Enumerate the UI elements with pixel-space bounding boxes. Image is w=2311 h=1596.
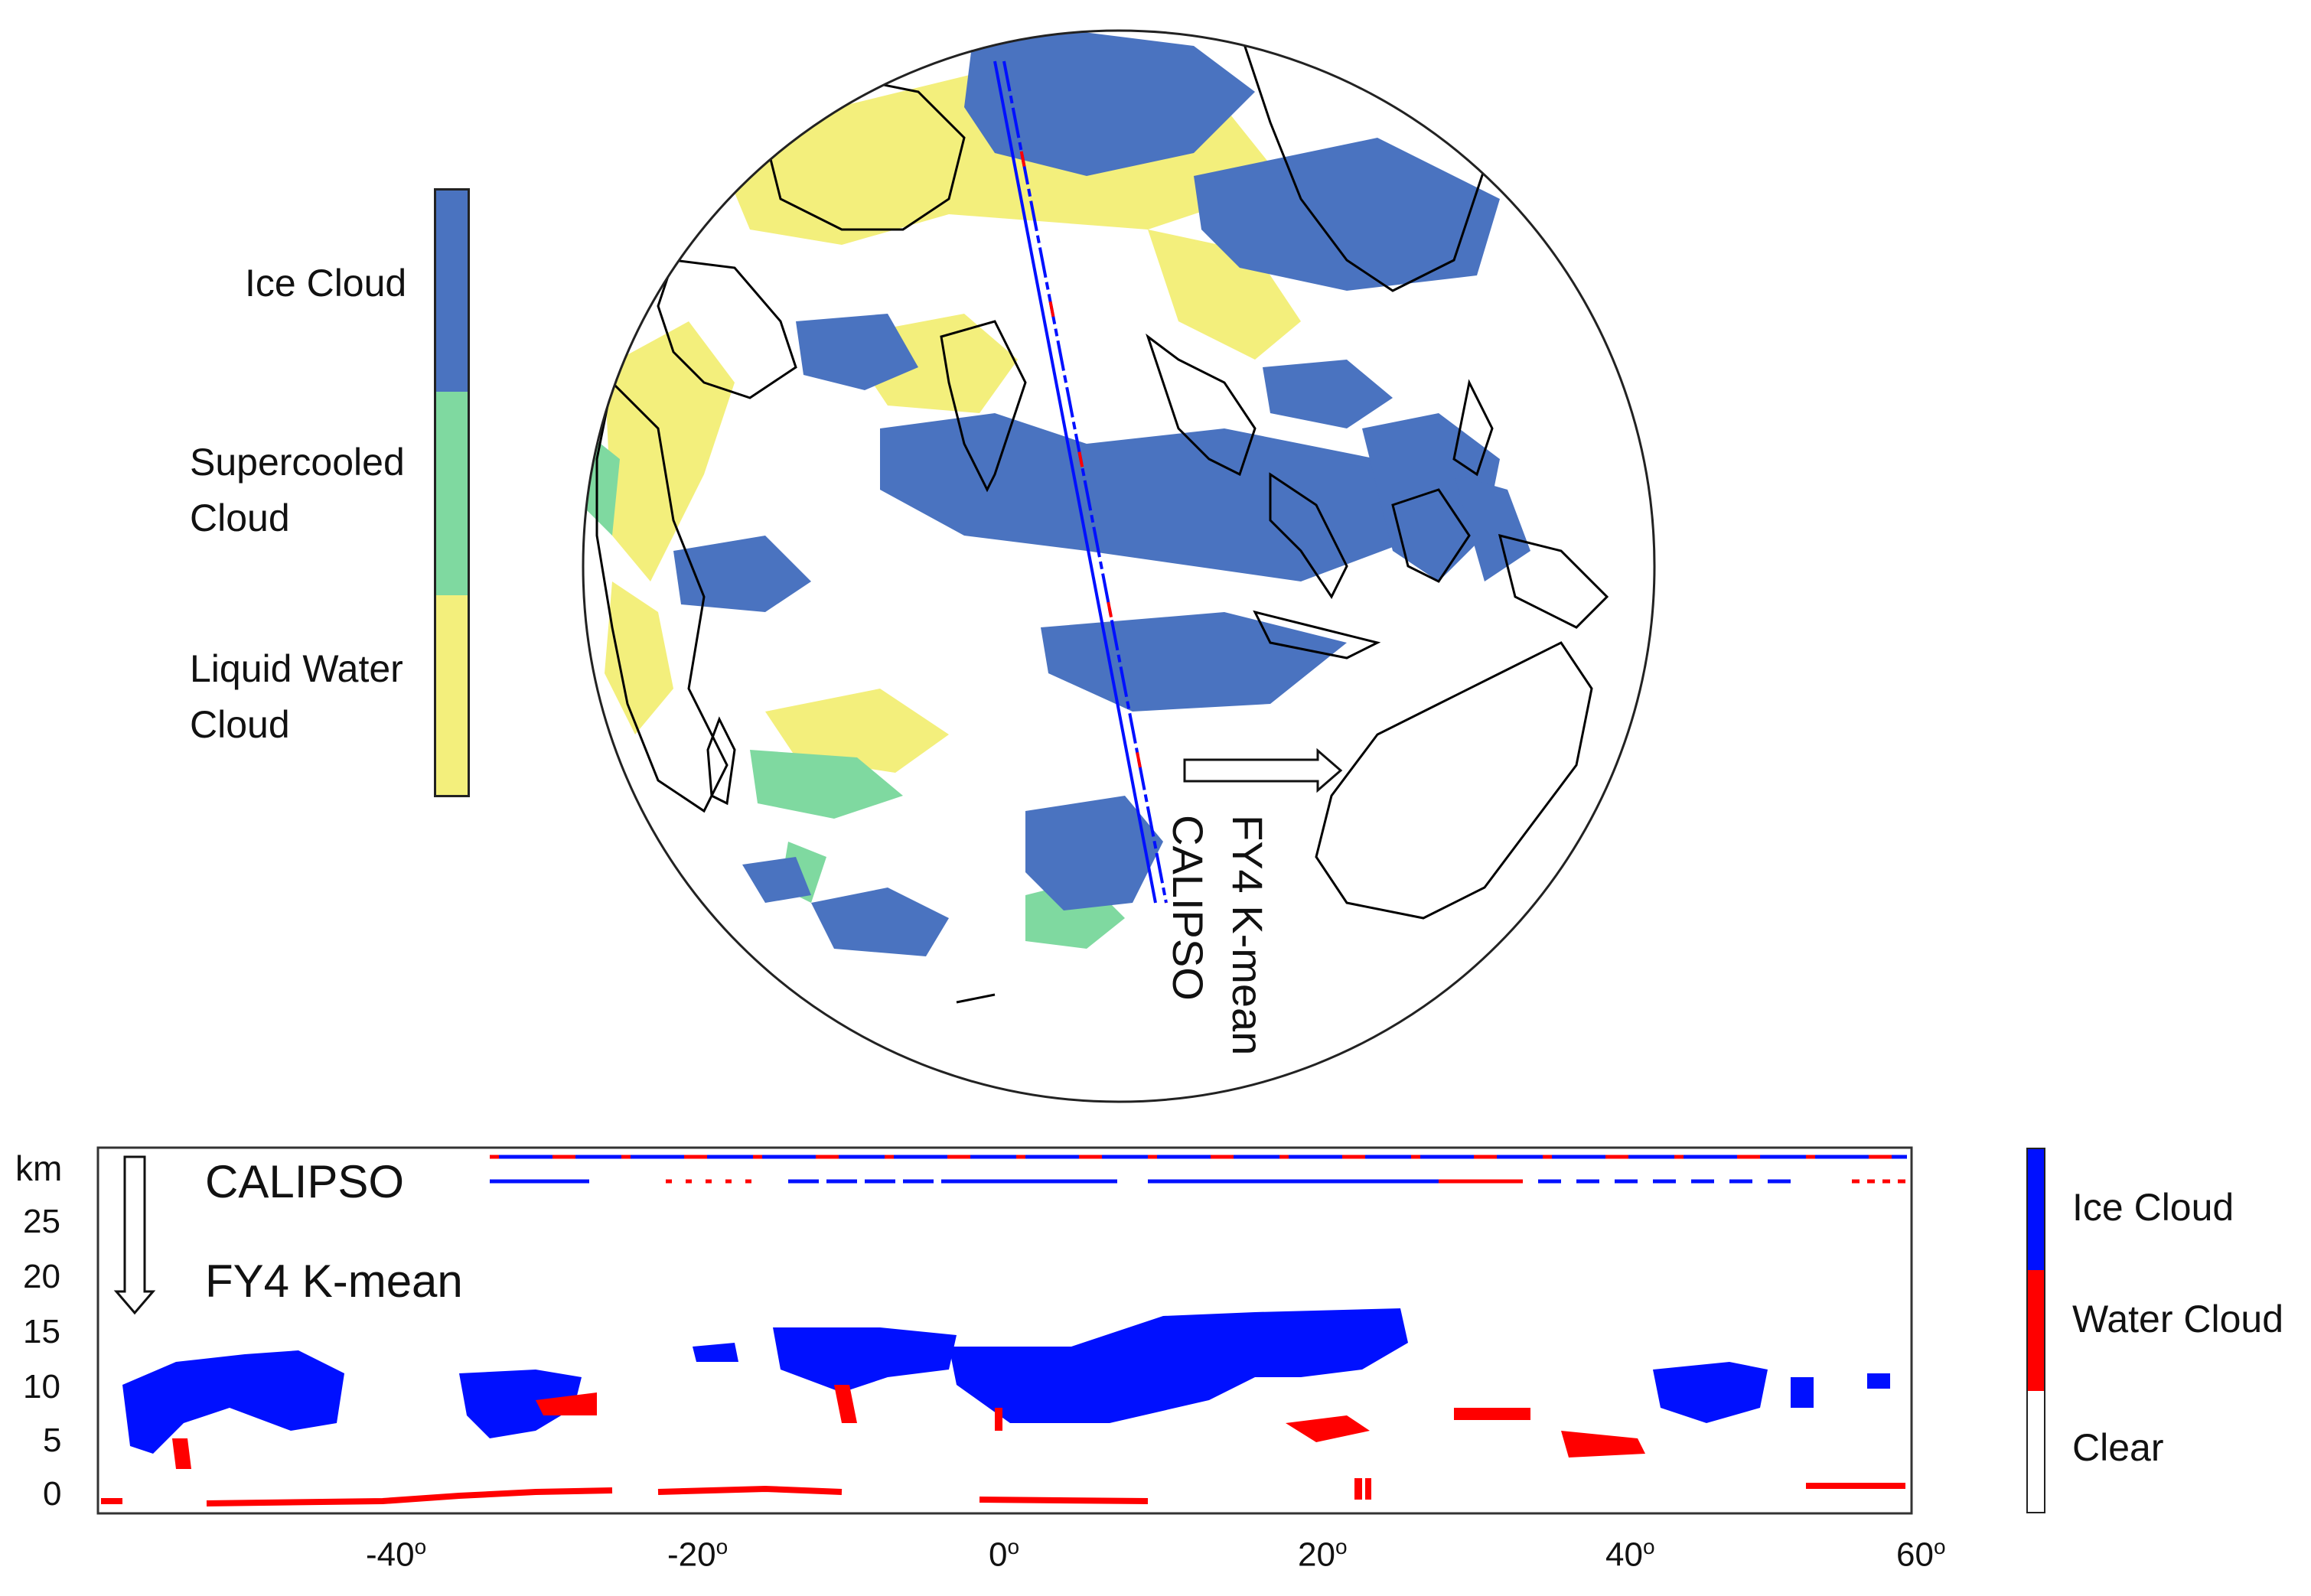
profile-y-tick: 0 <box>43 1475 62 1513</box>
profile-x-tick: 20o <box>1298 1535 1348 1574</box>
profile-legend-clear: Clear <box>2072 1426 2164 1469</box>
ice-cloud-areas <box>673 31 1530 956</box>
satellite-tracks <box>993 60 1168 904</box>
profile-cloud-type-colorbar <box>2026 1148 2045 1513</box>
globe-legend-supercooled-cloud: Supercooled Cloud <box>190 441 405 539</box>
colorbar-ice-cloud <box>436 191 468 392</box>
continent-outlines <box>595 31 1609 1004</box>
profile-label-fy4-kmean: FY4 K-mean <box>205 1256 463 1307</box>
profile-label-calipso: CALIPSO <box>205 1156 405 1207</box>
globe-outline <box>582 29 1656 1103</box>
globe-legend-liquid-water-cloud: Liquid Water Cloud <box>190 647 403 746</box>
profile-y-tick: 15 <box>23 1313 60 1350</box>
profile-x-tick: -40o <box>366 1535 427 1574</box>
profile-y-unit: km <box>15 1148 63 1188</box>
profile-x-tick: 0o <box>989 1535 1020 1574</box>
profile-legend-ice-cloud: Ice Cloud <box>2072 1186 2234 1229</box>
colorbar-liquid-water-cloud <box>436 595 468 795</box>
profile-direction-arrow <box>113 1155 156 1315</box>
colorbar-supercooled-cloud <box>436 392 468 595</box>
profile-x-tick: -20o <box>667 1535 729 1574</box>
profile-surface-water <box>101 1483 1905 1506</box>
profile-x-tick: 40o <box>1605 1535 1655 1574</box>
calipso-track <box>993 60 1157 904</box>
colorbar-clear <box>2028 1391 2044 1512</box>
profile-water-cloud <box>172 1385 1645 1500</box>
profile-y-tick: 5 <box>43 1422 62 1459</box>
profile-ice-cloud <box>122 1308 1890 1454</box>
profile-y-tick: 10 <box>23 1368 60 1405</box>
colorbar-water-cloud <box>2028 1270 2044 1391</box>
track-arrow <box>1183 748 1343 793</box>
globe-legend-ice-cloud: Ice Cloud <box>245 262 407 305</box>
profile-x-tick: 60o <box>1896 1535 1946 1574</box>
profile-plot-frame <box>96 1146 1913 1515</box>
profile-y-tick: 20 <box>23 1258 60 1295</box>
colorbar-ice-cloud <box>2028 1149 2044 1270</box>
fy4-kmean-track-water <box>1002 60 1168 904</box>
globe-cloud-type-colorbar <box>434 188 470 797</box>
profile-legend-water-cloud: Water Cloud <box>2072 1298 2284 1340</box>
profile-y-tick: 25 <box>23 1203 60 1240</box>
